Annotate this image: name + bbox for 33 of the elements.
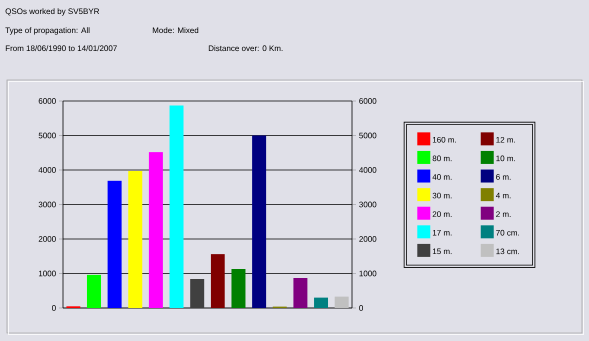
text: From 18/06/1990 to 14/01/2007 bbox=[6, 45, 117, 52]
legend-label: 17 m. bbox=[432, 230, 452, 236]
y2-tick-label: 6000 bbox=[359, 98, 376, 104]
y2-tick-label: 3000 bbox=[359, 202, 376, 208]
y-tick-label: 2000 bbox=[38, 236, 56, 242]
legend-label: 4 m. bbox=[496, 192, 511, 198]
legend-label: 70 cm. bbox=[496, 230, 520, 236]
legend-label: 15 m. bbox=[432, 248, 452, 254]
y-tick-label: 1000 bbox=[38, 270, 56, 276]
y2-tick-label: 4000 bbox=[359, 167, 376, 173]
legend-label: 40 m. bbox=[432, 174, 452, 180]
legend-label: 30 m. bbox=[432, 192, 452, 198]
legend-label: 6 m. bbox=[496, 174, 511, 180]
text: Distance over: 0 Km. bbox=[208, 45, 282, 52]
legend-label: 20 m. bbox=[432, 211, 452, 217]
chart-title: QSOs worked by SV5BYR bbox=[6, 8, 100, 16]
text: Mode: Mixed bbox=[152, 27, 198, 34]
y-tick-label: 5000 bbox=[38, 132, 56, 138]
legend-label: 10 m. bbox=[496, 156, 516, 162]
y-tick-label: 4000 bbox=[38, 167, 56, 173]
y2-tick-label: 2000 bbox=[359, 236, 376, 242]
legend-label: 13 cm. bbox=[496, 248, 520, 254]
legend-label: 2 m. bbox=[496, 211, 511, 217]
chart-subtitle: Type of propagation: All bbox=[5, 27, 90, 35]
y2-tick-label: 0 bbox=[359, 305, 364, 311]
y-tick-label: 0 bbox=[52, 305, 56, 311]
y-tick-label: 6000 bbox=[38, 98, 56, 104]
y-tick-label: 3000 bbox=[38, 202, 56, 208]
legend-label: 160 m. bbox=[432, 136, 456, 143]
legend-label: 12 m. bbox=[496, 136, 516, 143]
y2-tick-label: 5000 bbox=[359, 132, 376, 138]
y2-tick-label: 1000 bbox=[359, 270, 376, 276]
legend-label: 80 m. bbox=[432, 156, 452, 162]
